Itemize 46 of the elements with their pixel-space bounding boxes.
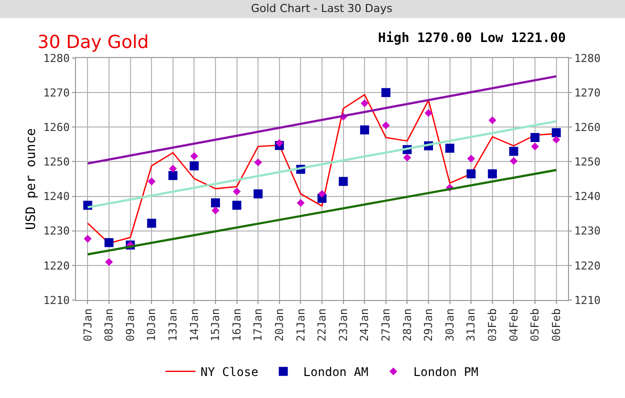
y2-tick-label: 1210 xyxy=(574,294,601,307)
x-tick-label: 06Feb xyxy=(550,308,563,342)
x-tick-label: 13Jan xyxy=(166,308,180,342)
x-tick-label: 23Jan xyxy=(336,308,350,342)
legend-label: NY Close xyxy=(200,365,258,380)
x-tick-label: 28Jan xyxy=(400,308,414,342)
y2-tick-label: 1250 xyxy=(574,156,601,169)
y-tick-label: 1240 xyxy=(43,190,70,204)
y-axis-title: USD per ounce xyxy=(24,128,40,230)
x-tick-label: 21Jan xyxy=(294,308,308,342)
x-tick-label: 30Jan xyxy=(443,308,456,342)
y2-tick-label: 1240 xyxy=(574,190,601,204)
x-tick-label: 08Jan xyxy=(102,308,116,342)
y-tick-label: 1260 xyxy=(43,120,70,134)
y-tick-label: 1220 xyxy=(43,259,70,272)
y2-tick-label: 1230 xyxy=(574,224,601,238)
y-tick-label: 1270 xyxy=(43,86,70,100)
x-tick-label: 20Jan xyxy=(272,308,286,342)
x-tick-label: 15Jan xyxy=(209,308,222,342)
x-tick-label: 29Jan xyxy=(422,308,436,342)
legend-label: London PM xyxy=(413,365,478,380)
text: Gold Chart - Last 30 Days xyxy=(251,2,393,15)
x-tick-label: 10Jan xyxy=(145,308,158,342)
legend-label: London AM xyxy=(303,365,368,380)
chart-subtitle: High 1270.00 Low 1221.00 xyxy=(378,31,566,46)
x-tick-label: 09Jan xyxy=(124,308,137,342)
x-tick-label: 05Feb xyxy=(528,308,542,342)
y-tick-label: 1280 xyxy=(43,52,70,65)
x-tick-label: 17Jan xyxy=(252,308,265,342)
x-tick-label: 22Jan xyxy=(316,308,329,342)
y2-tick-label: 1270 xyxy=(574,86,601,100)
y2-tick-label: 1220 xyxy=(574,259,601,272)
y2-tick-label: 1260 xyxy=(574,120,601,134)
y-tick-label: 1210 xyxy=(43,294,70,307)
y2-tick-label: 1280 xyxy=(574,52,601,65)
chart-title: 30 Day Gold xyxy=(38,32,149,54)
x-tick-label: 04Feb xyxy=(507,308,520,342)
x-tick-label: 14Jan xyxy=(188,308,201,342)
x-tick-label: 24Jan xyxy=(358,308,372,342)
x-tick-label: 03Feb xyxy=(486,308,499,342)
y-tick-label: 1250 xyxy=(43,156,70,169)
y-tick-label: 1230 xyxy=(43,224,70,238)
x-tick-label: 16Jan xyxy=(230,308,244,342)
x-tick-label: 27Jan xyxy=(379,308,392,342)
x-tick-label: 07Jan xyxy=(81,308,94,342)
x-tick-label: 31Jan xyxy=(464,308,478,342)
